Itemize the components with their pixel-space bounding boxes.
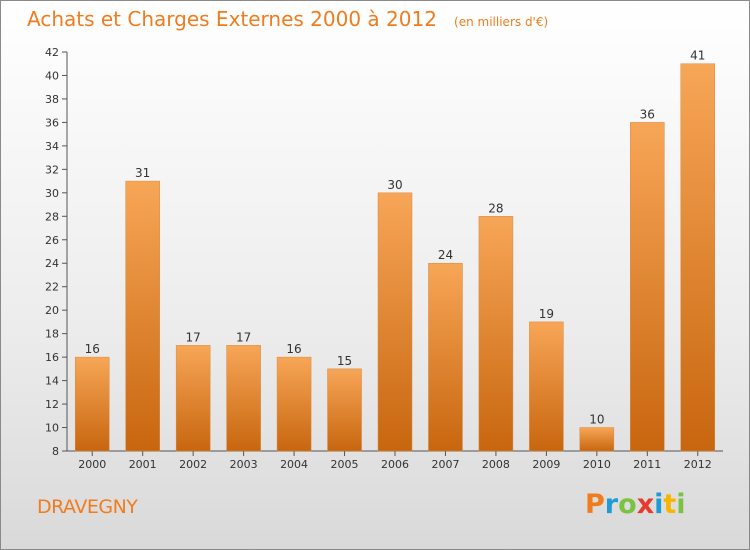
- x-tick-label: 2005: [331, 458, 359, 471]
- bar-value-label: 36: [640, 107, 655, 121]
- y-tick-label: 10: [45, 422, 59, 435]
- logo-letter: o: [618, 489, 637, 520]
- logo-letter: P: [585, 489, 605, 520]
- x-tick-label: 2007: [431, 458, 459, 471]
- x-tick-label: 2012: [684, 458, 712, 471]
- y-axis: 8 10 12 14 16 18 20 22 24 26 28 30 32 34 36 38 40 42: [45, 46, 68, 458]
- bar-value-label: 17: [236, 330, 251, 344]
- logo-letter: i: [654, 489, 664, 520]
- bar-value-label: 41: [690, 49, 705, 63]
- y-tick-label: 32: [45, 163, 59, 176]
- y-tick-label: 42: [45, 46, 59, 59]
- chart-subtitle: (en milliers d'€): [454, 15, 549, 29]
- y-tick-label: 18: [45, 328, 59, 341]
- y-tick-label: 22: [45, 281, 59, 294]
- y-tick-label: 20: [45, 304, 59, 317]
- bar-value-label: 19: [539, 307, 554, 321]
- y-tick-label: 30: [45, 187, 59, 200]
- proxiti-logo[interactable]: Proxiti: [585, 489, 686, 520]
- bar-value-label: 17: [186, 330, 201, 344]
- y-tick-label: 38: [45, 93, 59, 106]
- y-tick-label: 8: [52, 445, 59, 458]
- y-tick-label: 14: [45, 375, 59, 388]
- y-tick-label: 40: [45, 69, 59, 82]
- bar-2008[interactable]: [478, 216, 514, 452]
- y-tick-label: 34: [45, 140, 59, 153]
- x-tick-label: 2008: [482, 458, 510, 471]
- bar-2006[interactable]: [377, 192, 413, 452]
- y-tick-label: 28: [45, 210, 59, 223]
- logo-letter: r: [604, 489, 619, 520]
- x-tick-label: 2006: [381, 458, 409, 471]
- x-tick-label: 2009: [532, 458, 560, 471]
- bar-2010[interactable]: [579, 427, 615, 452]
- x-tick-label: 2002: [179, 458, 207, 471]
- y-tick-label: 16: [45, 351, 59, 364]
- logo-letter: x: [636, 489, 655, 520]
- bar-2005[interactable]: [327, 368, 362, 452]
- bar-2000[interactable]: [74, 356, 110, 452]
- bar-2001[interactable]: [125, 180, 160, 452]
- logo-letter: t: [663, 489, 677, 520]
- y-tick-label: 12: [45, 398, 59, 411]
- x-tick-label: 2000: [78, 458, 106, 471]
- bar-2004[interactable]: [276, 356, 312, 452]
- bar-value-label: 28: [488, 201, 503, 215]
- bar-value-label: 31: [135, 166, 150, 180]
- bar-value-label: 24: [438, 248, 453, 262]
- bars: 16 31 17 17 16 15 30 24 28 19 10 36 41: [74, 49, 716, 452]
- bar-2003[interactable]: [226, 345, 261, 452]
- y-tick-label: 24: [45, 257, 59, 270]
- y-tick-label: 26: [45, 234, 59, 247]
- bar-2007[interactable]: [428, 262, 463, 452]
- bar-value-label: 30: [387, 178, 402, 192]
- x-tick-label: 2011: [633, 458, 661, 471]
- y-tick-label: 36: [45, 116, 59, 129]
- logo-letter: i: [676, 489, 686, 520]
- bar-value-label: 16: [85, 342, 100, 356]
- bar-2011[interactable]: [630, 122, 665, 452]
- x-tick-label: 2010: [583, 458, 611, 471]
- bar-value-label: 16: [286, 342, 301, 356]
- chart-title: Achats et Charges Externes 2000 à 2012: [27, 7, 437, 31]
- title-block: Achats et Charges Externes 2000 à 2012 (…: [27, 7, 548, 31]
- x-axis: 2000 2001 2002 2003 2004 2005 2006 2007 2008 2009…: [67, 450, 723, 471]
- bar-2002[interactable]: [175, 345, 211, 452]
- x-tick-label: 2004: [280, 458, 308, 471]
- x-tick-label: 2003: [230, 458, 258, 471]
- bar-2012[interactable]: [680, 63, 716, 452]
- bar-value-label: 15: [337, 354, 352, 368]
- bar-2009[interactable]: [529, 321, 564, 452]
- bar-value-label: 10: [589, 413, 604, 427]
- x-tick-label: 2001: [129, 458, 157, 471]
- place-name: DRAVEGNY: [37, 496, 138, 518]
